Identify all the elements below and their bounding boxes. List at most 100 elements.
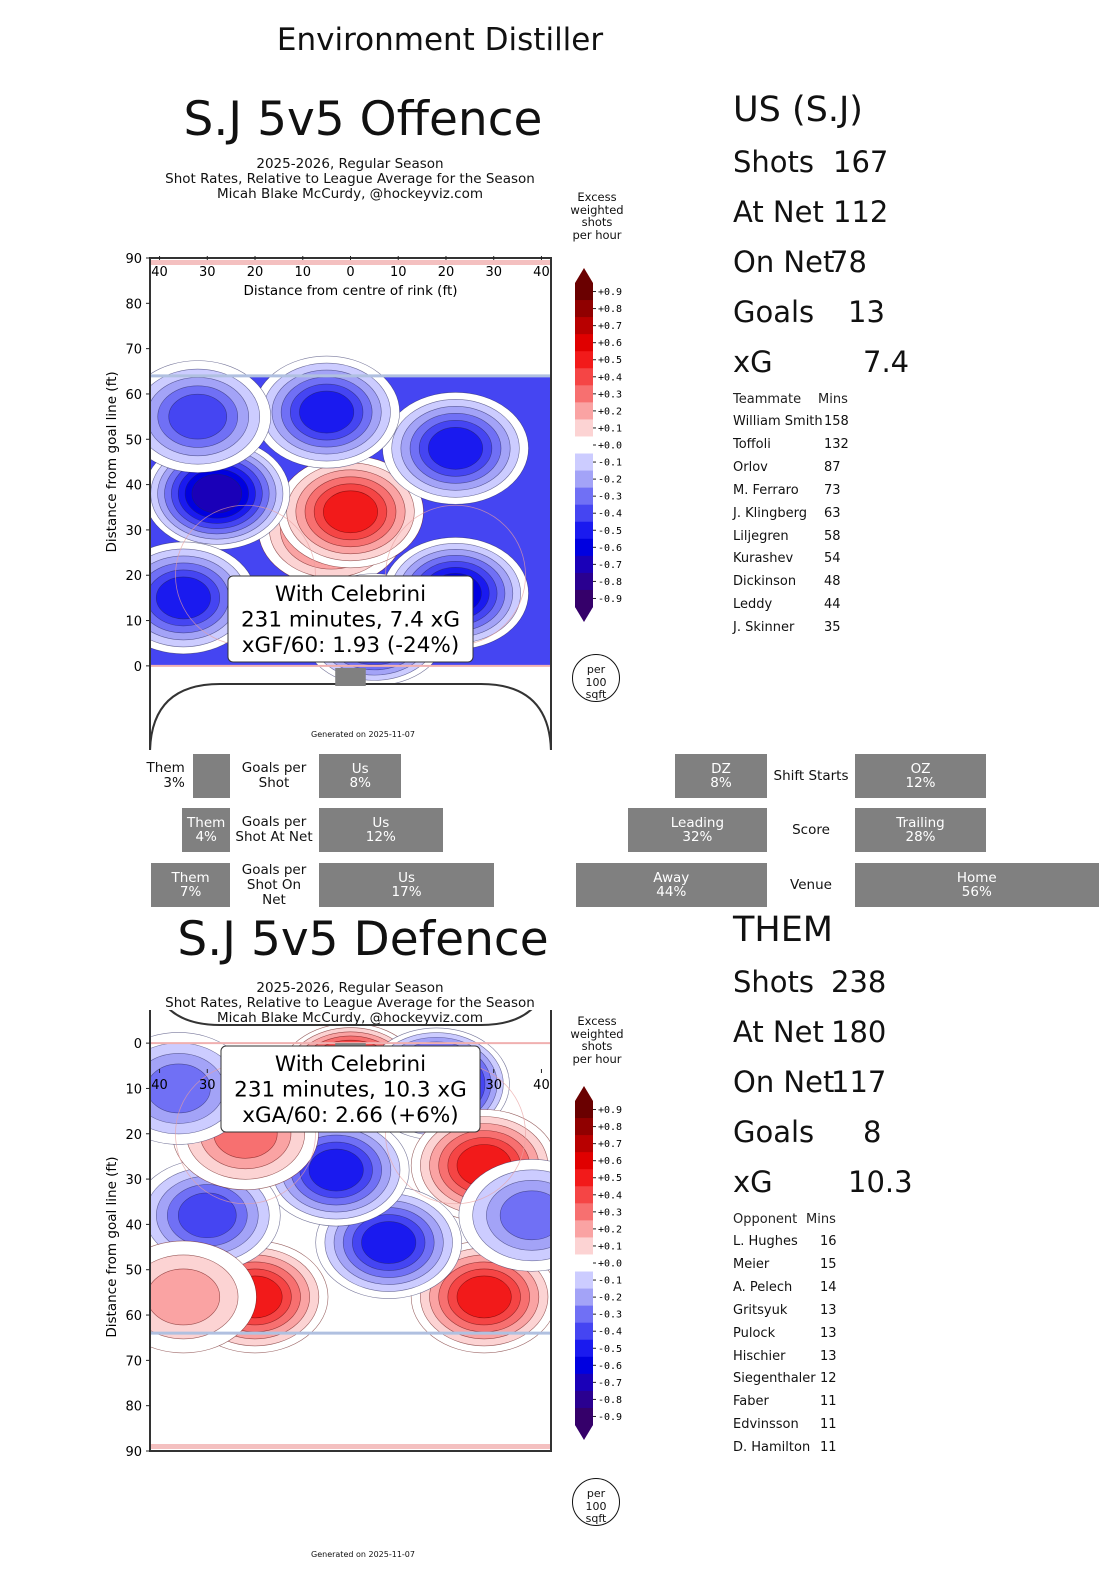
context-row-label: Shift Starts (773, 767, 849, 784)
colorbar-segment (575, 555, 593, 574)
colorbar-tick-label: -0.7 (598, 1378, 622, 1389)
colorbar-tick-label: +0.0 (598, 441, 622, 452)
caption-line: weighted (570, 1026, 624, 1041)
stat-label: Goals (733, 295, 815, 329)
table-row-name: Siegenthaler (733, 1371, 816, 1387)
colorbar-segment (575, 487, 593, 506)
caption-line: shots (581, 215, 613, 229)
left-pct: 44% (656, 884, 687, 900)
table-row-mins: 13 (820, 1302, 837, 1318)
table-row-mins: 44 (824, 597, 841, 613)
them-label: Them (146, 760, 185, 776)
unit-line: sqft (585, 688, 607, 701)
colorbar-segment (575, 402, 593, 420)
x-tick-label: 30 (485, 265, 502, 280)
table-row-mins: 12 (820, 1371, 837, 1387)
table-row-name: William Smith (733, 414, 823, 429)
y-tick-label: 60 (125, 1309, 142, 1324)
contour (150, 1268, 221, 1326)
stat-row: At Net 180 (733, 1015, 933, 1051)
table-row-name: Orlov (733, 459, 768, 475)
y-tick-label: 30 (125, 524, 142, 539)
right-pct: 28% (905, 829, 936, 845)
us-bar: Us 8% (319, 754, 402, 798)
colorbar-tick-label: -0.8 (598, 577, 622, 588)
colorbar-segment (575, 436, 593, 455)
table-row-name: Gritsyuk (733, 1302, 788, 1318)
cold-spot (150, 541, 257, 655)
table-row-name: Meier (733, 1256, 770, 1272)
table-row-name: L. Hughes (733, 1234, 798, 1249)
stat-value: 180 (831, 1015, 887, 1049)
defence-per-100-sqft: per 100 sqft (572, 1478, 620, 1526)
them-bar-label: Them 3% (123, 754, 185, 798)
opponent-mins-header: Mins (806, 1212, 836, 1227)
teammate-header: Teammate (733, 392, 802, 407)
stat-value: 8 (863, 1115, 882, 1149)
cold-spot (150, 437, 291, 550)
table-row-name: D. Hamilton (733, 1440, 811, 1456)
colorbar-segment (575, 589, 593, 608)
offence-subtitle-line: 2025-2026, Regular Season (256, 156, 444, 172)
them-pct: 3% (163, 775, 185, 791)
y-tick-label: 20 (125, 569, 142, 584)
annotation-line: 231 minutes, 7.4 xG (241, 608, 460, 633)
colorbar-segment (575, 385, 593, 403)
colorbar-segment (575, 1373, 593, 1392)
colorbar-segment (575, 1118, 593, 1136)
colorbar-tick-label: -0.5 (598, 1344, 622, 1355)
table-row-mins: 14 (820, 1279, 837, 1295)
left-pct: 32% (682, 829, 713, 845)
colorbar-tick-label: +0.4 (598, 372, 622, 383)
stat-value: 7.4 (863, 345, 910, 379)
colorbar-segment (575, 1322, 593, 1341)
cold-spot (150, 360, 272, 473)
rink-outline (149, 257, 552, 750)
colorbar-segment (575, 453, 593, 472)
colorbar-tick-label: +0.2 (598, 1224, 622, 1235)
table-row-name: J. Skinner (733, 620, 795, 636)
colorbar-tick-label: +0.1 (598, 423, 622, 434)
rink-outline (149, 1010, 552, 1452)
colorbar-segment (575, 283, 593, 301)
stat-value: 78 (830, 245, 867, 279)
right-label: Trailing (896, 815, 945, 831)
colorbar-segment (575, 1220, 593, 1238)
stat-row: At Net 112 (733, 195, 933, 231)
offence-subtitle-line: Micah Blake McCurdy, @hockeyviz.com (217, 186, 483, 202)
caption-line: shots (581, 1039, 613, 1053)
colorbar-segment (575, 368, 593, 386)
y-tick-label: 70 (125, 1354, 142, 1369)
stat-row: xG 7.4 (733, 345, 933, 381)
colorbar-tick-label: +0.6 (598, 338, 622, 349)
annotation-line: xGF/60: 1.93 (-24%) (242, 633, 459, 658)
colorbar-segment (575, 521, 593, 540)
defence-generated-date: Generated on 2025-11-07 (311, 1550, 415, 1559)
table-row-mins: 63 (824, 505, 841, 521)
stat-value: 238 (831, 965, 887, 999)
table-row-mins: 73 (824, 482, 841, 498)
x-tick-label: 10 (294, 265, 311, 280)
y-tick-label: 90 (125, 1445, 142, 1460)
colorbar-segment (575, 1356, 593, 1375)
y-tick-label: 30 (125, 1173, 142, 1188)
offence-legend-caption: Excess weighted shots per hour (562, 191, 632, 241)
stat-row: Shots 238 (733, 965, 933, 1001)
us-label: Us (372, 815, 390, 831)
y-tick-label: 50 (125, 1264, 142, 1279)
us-bar: Us 17% (319, 863, 495, 907)
colorbar-tick-label: -0.4 (598, 509, 622, 520)
stat-value: 167 (833, 145, 889, 179)
caption-line: per hour (572, 1051, 622, 1066)
gps-row-label: Goals per Shot (241, 760, 307, 791)
stat-label: xG (733, 1165, 773, 1199)
y-tick-label: 0 (134, 1037, 142, 1052)
colorbar-segment (575, 1169, 593, 1187)
unit-line: per (586, 1487, 606, 1500)
contour (177, 1192, 237, 1239)
unit-line: 100 (585, 1499, 607, 1513)
colorbar-segment (575, 1339, 593, 1358)
y-axis-label: Distance from goal line (ft) (104, 1156, 120, 1337)
table-row-name: J. Klingberg (733, 505, 807, 521)
